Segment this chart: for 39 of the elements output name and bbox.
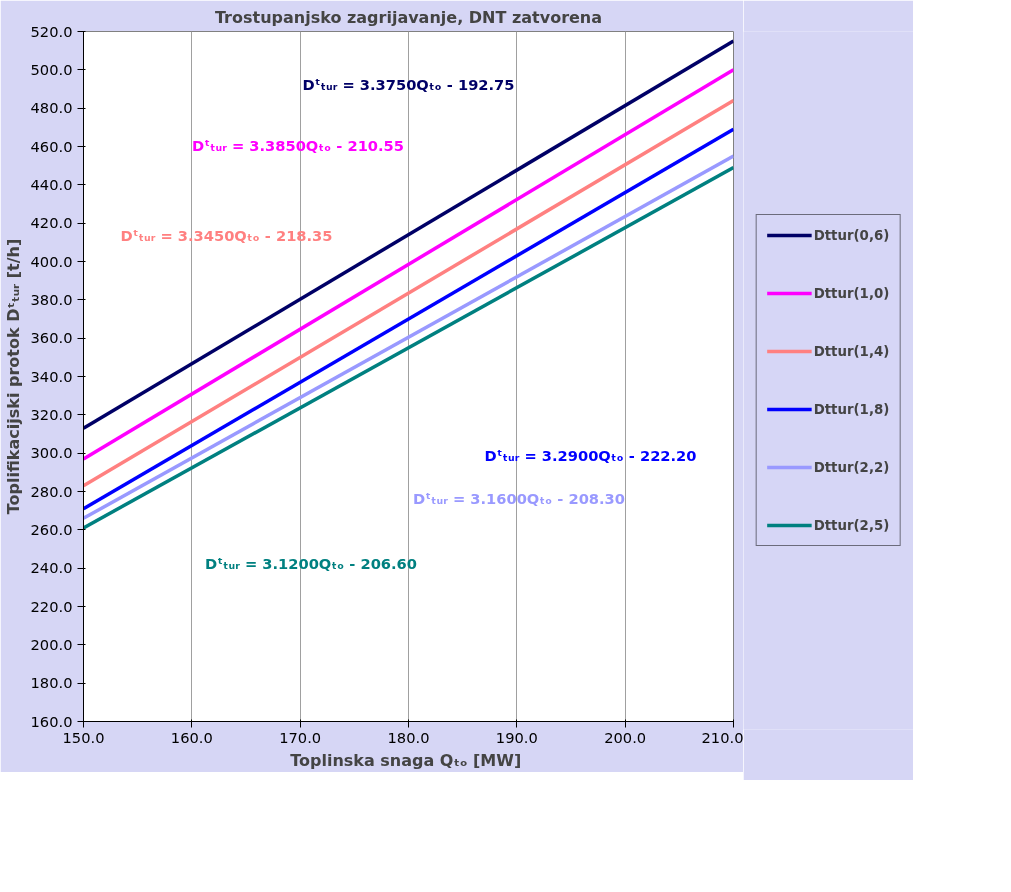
annotation: Dᵗₜᵤᵣ = 3.1200Qₜₒ - 206.60 <box>205 555 418 573</box>
y-tick-label: 180.0 <box>30 674 73 692</box>
y-tick-label: 480.0 <box>30 99 73 117</box>
y-tick-label: 160.0 <box>30 712 73 730</box>
y-tick-label: 380.0 <box>30 290 73 308</box>
y-tick-label: 320.0 <box>30 405 73 423</box>
x-tick-label: 210.0 <box>701 728 744 746</box>
x-tick-label: 200.0 <box>604 728 647 746</box>
y-tick-label: 400.0 <box>30 252 73 270</box>
y-tick-label: 300.0 <box>30 444 73 462</box>
y-tick-label: 200.0 <box>30 635 73 653</box>
annotation: Dᵗₜᵤᵣ = 3.3750Qₜₒ - 192.75 <box>302 76 515 94</box>
legend-label: Dttur(2,5) <box>813 517 890 533</box>
x-tick-label: 160.0 <box>170 728 213 746</box>
x-tick-label: 170.0 <box>279 728 322 746</box>
y-tick-label: 500.0 <box>30 60 73 78</box>
y-tick-label: 260.0 <box>30 520 73 538</box>
x-tick-label: 150.0 <box>62 728 105 746</box>
legend-label: Dttur(1,0) <box>813 285 890 301</box>
legend-label: Dttur(1,4) <box>813 343 890 359</box>
legend-label: Dttur(0,6) <box>813 227 890 243</box>
y-tick-label: 520.0 <box>30 22 73 40</box>
y-tick-label: 420.0 <box>30 214 73 232</box>
chart-title: Trostupanjsko zagrijavanje, DNT zatvorena <box>214 7 603 27</box>
x-tick-label: 190.0 <box>495 728 538 746</box>
y-tick-label: 360.0 <box>30 329 73 347</box>
annotation: Dᵗₜᵤᵣ = 3.2900Qₜₒ - 222.20 <box>484 447 697 465</box>
y-tick-label: 220.0 <box>30 597 73 615</box>
annotation: Dᵗₜᵤᵣ = 3.3850Qₜₒ - 210.55 <box>192 137 405 155</box>
y-tick-label: 460.0 <box>30 137 73 155</box>
y-tick-label: 280.0 <box>30 482 73 500</box>
legend-label: Dttur(2,2) <box>813 459 890 475</box>
y-tick-label: 340.0 <box>30 367 73 385</box>
y-tick-label: 240.0 <box>30 559 73 577</box>
y-axis-title: Toplifikacijski protok Dᵗₜᵤᵣ [t/h] <box>3 238 23 515</box>
y-tick-label: 440.0 <box>30 175 73 193</box>
x-axis-title: Toplinska snaga Qₜₒ [MW] <box>290 750 522 770</box>
legend-label: Dttur(1,8) <box>813 401 890 417</box>
x-tick-label: 180.0 <box>387 728 430 746</box>
